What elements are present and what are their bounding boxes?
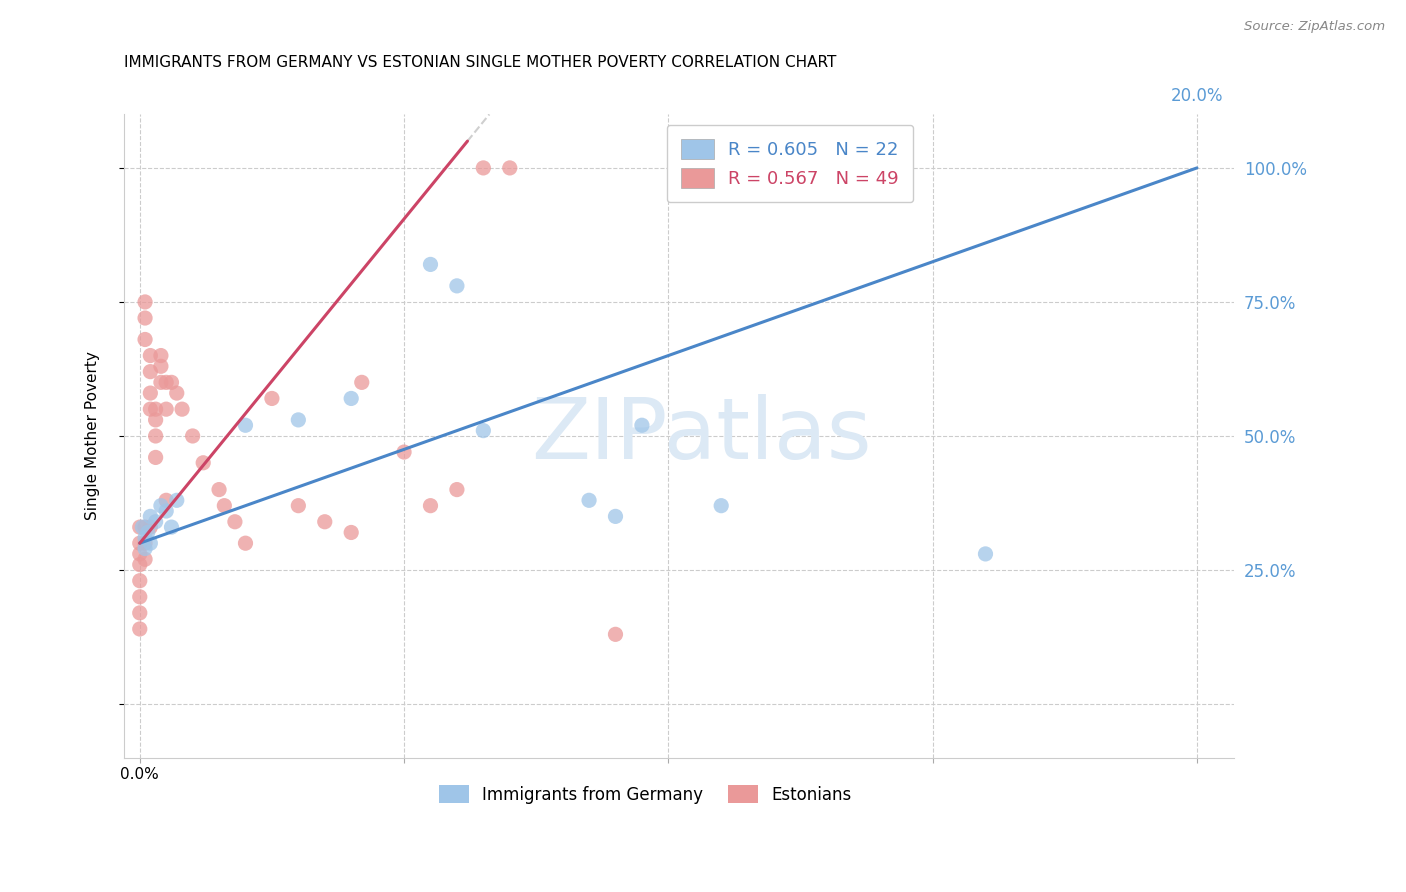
Text: IMMIGRANTS FROM GERMANY VS ESTONIAN SINGLE MOTHER POVERTY CORRELATION CHART: IMMIGRANTS FROM GERMANY VS ESTONIAN SING…	[124, 55, 837, 70]
Legend: Immigrants from Germany, Estonians: Immigrants from Germany, Estonians	[433, 779, 859, 811]
Point	[139, 509, 162, 524]
Point	[145, 515, 167, 529]
Point	[131, 520, 153, 534]
Point	[287, 413, 309, 427]
Point	[160, 520, 183, 534]
Point	[350, 376, 373, 390]
Point	[419, 257, 441, 271]
Point	[166, 493, 188, 508]
Point	[139, 349, 162, 363]
Point	[134, 536, 156, 550]
Point	[128, 520, 150, 534]
Point	[139, 402, 162, 417]
Point	[340, 525, 363, 540]
Point	[235, 418, 257, 433]
Point	[134, 541, 156, 556]
Point	[134, 311, 156, 326]
Point	[499, 161, 522, 175]
Y-axis label: Single Mother Poverty: Single Mother Poverty	[86, 351, 100, 520]
Point	[631, 418, 654, 433]
Point	[446, 483, 468, 497]
Point	[181, 429, 204, 443]
Point	[160, 376, 183, 390]
Point	[139, 536, 162, 550]
Point	[149, 499, 172, 513]
Point	[392, 445, 415, 459]
Point	[166, 386, 188, 401]
Point	[193, 456, 215, 470]
Point	[170, 402, 193, 417]
Text: Source: ZipAtlas.com: Source: ZipAtlas.com	[1244, 20, 1385, 33]
Point	[149, 349, 172, 363]
Point	[145, 413, 167, 427]
Point	[446, 278, 468, 293]
Point	[149, 359, 172, 374]
Point	[134, 520, 156, 534]
Point	[287, 499, 309, 513]
Point	[605, 509, 627, 524]
Point	[145, 402, 167, 417]
Point	[134, 333, 156, 347]
Point	[145, 429, 167, 443]
Point	[139, 365, 162, 379]
Point	[134, 531, 156, 545]
Point	[314, 515, 336, 529]
Point	[128, 574, 150, 588]
Point	[472, 424, 495, 438]
Point	[149, 376, 172, 390]
Point	[235, 536, 257, 550]
Point	[208, 483, 231, 497]
Point	[136, 525, 159, 540]
Point	[128, 622, 150, 636]
Point	[340, 392, 363, 406]
Point	[128, 558, 150, 572]
Point	[710, 499, 733, 513]
Point	[134, 552, 156, 566]
Point	[128, 547, 150, 561]
Point	[214, 499, 236, 513]
Point	[419, 499, 441, 513]
Point	[139, 386, 162, 401]
Point	[260, 392, 283, 406]
Point	[134, 295, 156, 310]
Point	[578, 493, 600, 508]
Point	[224, 515, 246, 529]
Point	[974, 547, 997, 561]
Text: ZIPatlas: ZIPatlas	[531, 394, 872, 477]
Point	[605, 627, 627, 641]
Point	[128, 590, 150, 604]
Point	[472, 161, 495, 175]
Point	[155, 376, 177, 390]
Point	[155, 493, 177, 508]
Point	[128, 606, 150, 620]
Point	[128, 536, 150, 550]
Point	[139, 520, 162, 534]
Point	[145, 450, 167, 465]
Point	[155, 504, 177, 518]
Point	[155, 402, 177, 417]
